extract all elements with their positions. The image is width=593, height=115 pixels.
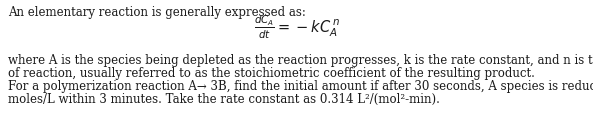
Text: where A is the species being depleted as the reaction progresses, k is the rate : where A is the species being depleted as… (8, 54, 593, 66)
Text: moles/L within 3 minutes. Take the rate constant as 0.314 L²/(mol²-min).: moles/L within 3 minutes. Take the rate … (8, 92, 440, 105)
Text: of reaction, usually referred to as the stoichiometric coefficient of the result: of reaction, usually referred to as the … (8, 66, 535, 79)
Text: For a polymerization reaction A→ 3B, find the initial amount if after 30 seconds: For a polymerization reaction A→ 3B, fin… (8, 79, 593, 92)
Text: An elementary reaction is generally expressed as:: An elementary reaction is generally expr… (8, 6, 306, 19)
Text: $\frac{dC_A}{dt} = -kC_A^{\,n}$: $\frac{dC_A}{dt} = -kC_A^{\,n}$ (254, 14, 339, 41)
